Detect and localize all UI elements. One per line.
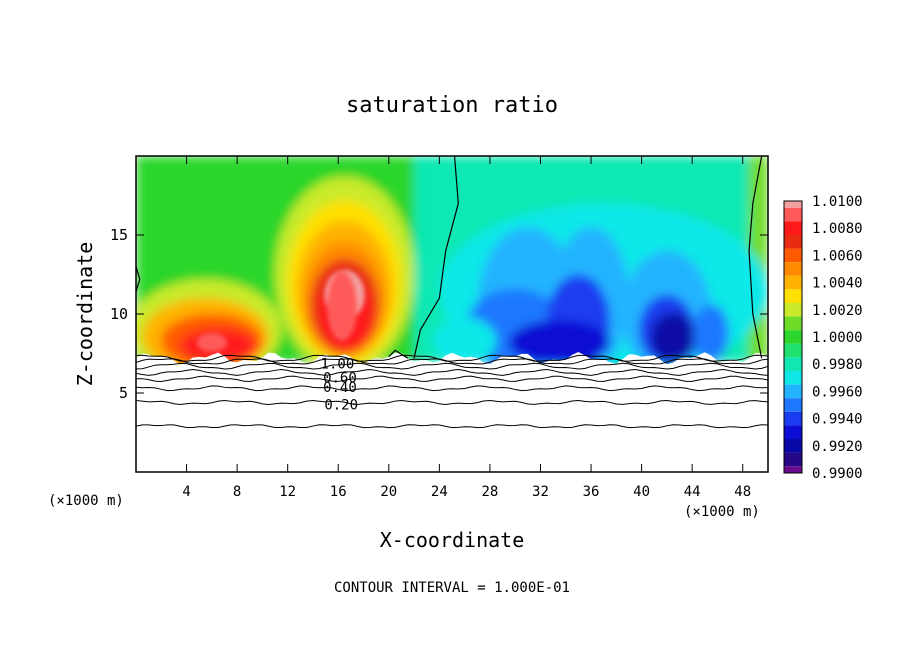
contour-line	[136, 354, 768, 362]
colorbar-label: 1.0040	[812, 276, 863, 292]
x-tick-label: 32	[532, 484, 549, 500]
y-tick-label: 10	[110, 305, 128, 323]
contour-line	[136, 369, 768, 376]
x-tick-label: 48	[734, 484, 751, 500]
contour-line	[136, 375, 768, 382]
chart-title: saturation ratio	[346, 93, 558, 118]
colorbar-swatch	[784, 343, 802, 358]
colorbar-swatch	[784, 330, 802, 344]
x-tick-label: 24	[431, 484, 448, 500]
colorbar-swatch	[784, 466, 802, 473]
x-axis-units: (×1000 m)	[684, 504, 760, 520]
colorbar-swatch	[784, 248, 802, 263]
contour-line	[136, 400, 768, 405]
colorbar-label: 1.0080	[812, 221, 863, 237]
saturation-boundary-line	[136, 266, 141, 293]
x-tick-label: 16	[330, 484, 347, 500]
colorbar-label: 0.9940	[812, 412, 863, 428]
subsaturated-region	[136, 351, 768, 472]
colorbar-swatch	[784, 357, 802, 371]
contour-label: 0.40	[323, 380, 357, 396]
colorbar-swatch	[784, 303, 802, 317]
x-axis-label: X-coordinate	[380, 528, 525, 552]
colorbar-label: 1.0060	[812, 248, 863, 264]
field-peak	[196, 332, 228, 352]
x-tick-label: 36	[583, 484, 600, 500]
field-blob	[433, 317, 497, 365]
y-axis-label: Z-coordinate	[73, 242, 97, 387]
colorbar-swatch	[784, 201, 802, 208]
contour-line	[136, 385, 768, 392]
colorbar-label: 1.0020	[812, 303, 863, 319]
contour-label: 1.00	[321, 357, 355, 373]
field-blob	[650, 312, 696, 363]
colorbar-swatch	[784, 411, 802, 426]
field-peak	[326, 271, 358, 341]
colorbar-swatch	[784, 221, 802, 235]
colorbar-swatch	[784, 439, 802, 453]
contour-label: 0.20	[324, 398, 358, 414]
colorbar-swatch	[784, 384, 802, 399]
contour-line	[136, 362, 768, 370]
colorbar-swatch	[784, 207, 802, 222]
x-tick-label: 40	[633, 484, 650, 500]
colorbar-frame	[783, 200, 803, 474]
colorbar-label: 0.9960	[812, 384, 863, 400]
colorbar-swatch	[784, 316, 802, 331]
saturation-boundary-line	[413, 156, 459, 359]
y-tick-label: 5	[119, 384, 128, 402]
colorbar-swatch	[784, 425, 802, 439]
y-axis-units: (×1000 m)	[48, 493, 124, 509]
colorbar-label: 1.0000	[812, 330, 863, 346]
colorbar-label: 0.9980	[812, 357, 863, 373]
field-layer: 1.000.600.40 0.20	[136, 156, 768, 472]
colorbar-swatch	[784, 235, 802, 249]
x-tick-label: 4	[182, 484, 190, 500]
x-tick-label: 44	[684, 484, 701, 500]
x-tick-label: 8	[233, 484, 241, 500]
x-tick-label: 28	[481, 484, 498, 500]
field-blob	[508, 320, 610, 365]
colorbar-swatch	[784, 262, 802, 276]
y-tick-label: 15	[110, 226, 128, 244]
colorbar-label: 1.0100	[812, 194, 863, 210]
colorbar-swatch	[784, 275, 802, 290]
x-tick-label: 20	[380, 484, 397, 500]
contour-label: 0.60	[323, 371, 357, 387]
colorbar-swatch	[784, 371, 802, 385]
colorbar-swatch	[784, 452, 802, 467]
colorbar-swatch	[784, 398, 802, 412]
x-tick-label: 12	[279, 484, 296, 500]
contour-interval-footer: CONTOUR INTERVAL = 1.000E-01	[334, 580, 570, 596]
saturation-boundary-line	[388, 349, 409, 359]
field-blob	[693, 304, 729, 362]
saturation-boundary-line	[748, 156, 763, 359]
colorbar-label: 0.9920	[812, 439, 863, 455]
colorbar-swatch	[784, 289, 802, 303]
contour-line	[136, 424, 768, 429]
contour-line	[136, 358, 768, 365]
colorbar-label: 0.9900	[812, 466, 863, 482]
